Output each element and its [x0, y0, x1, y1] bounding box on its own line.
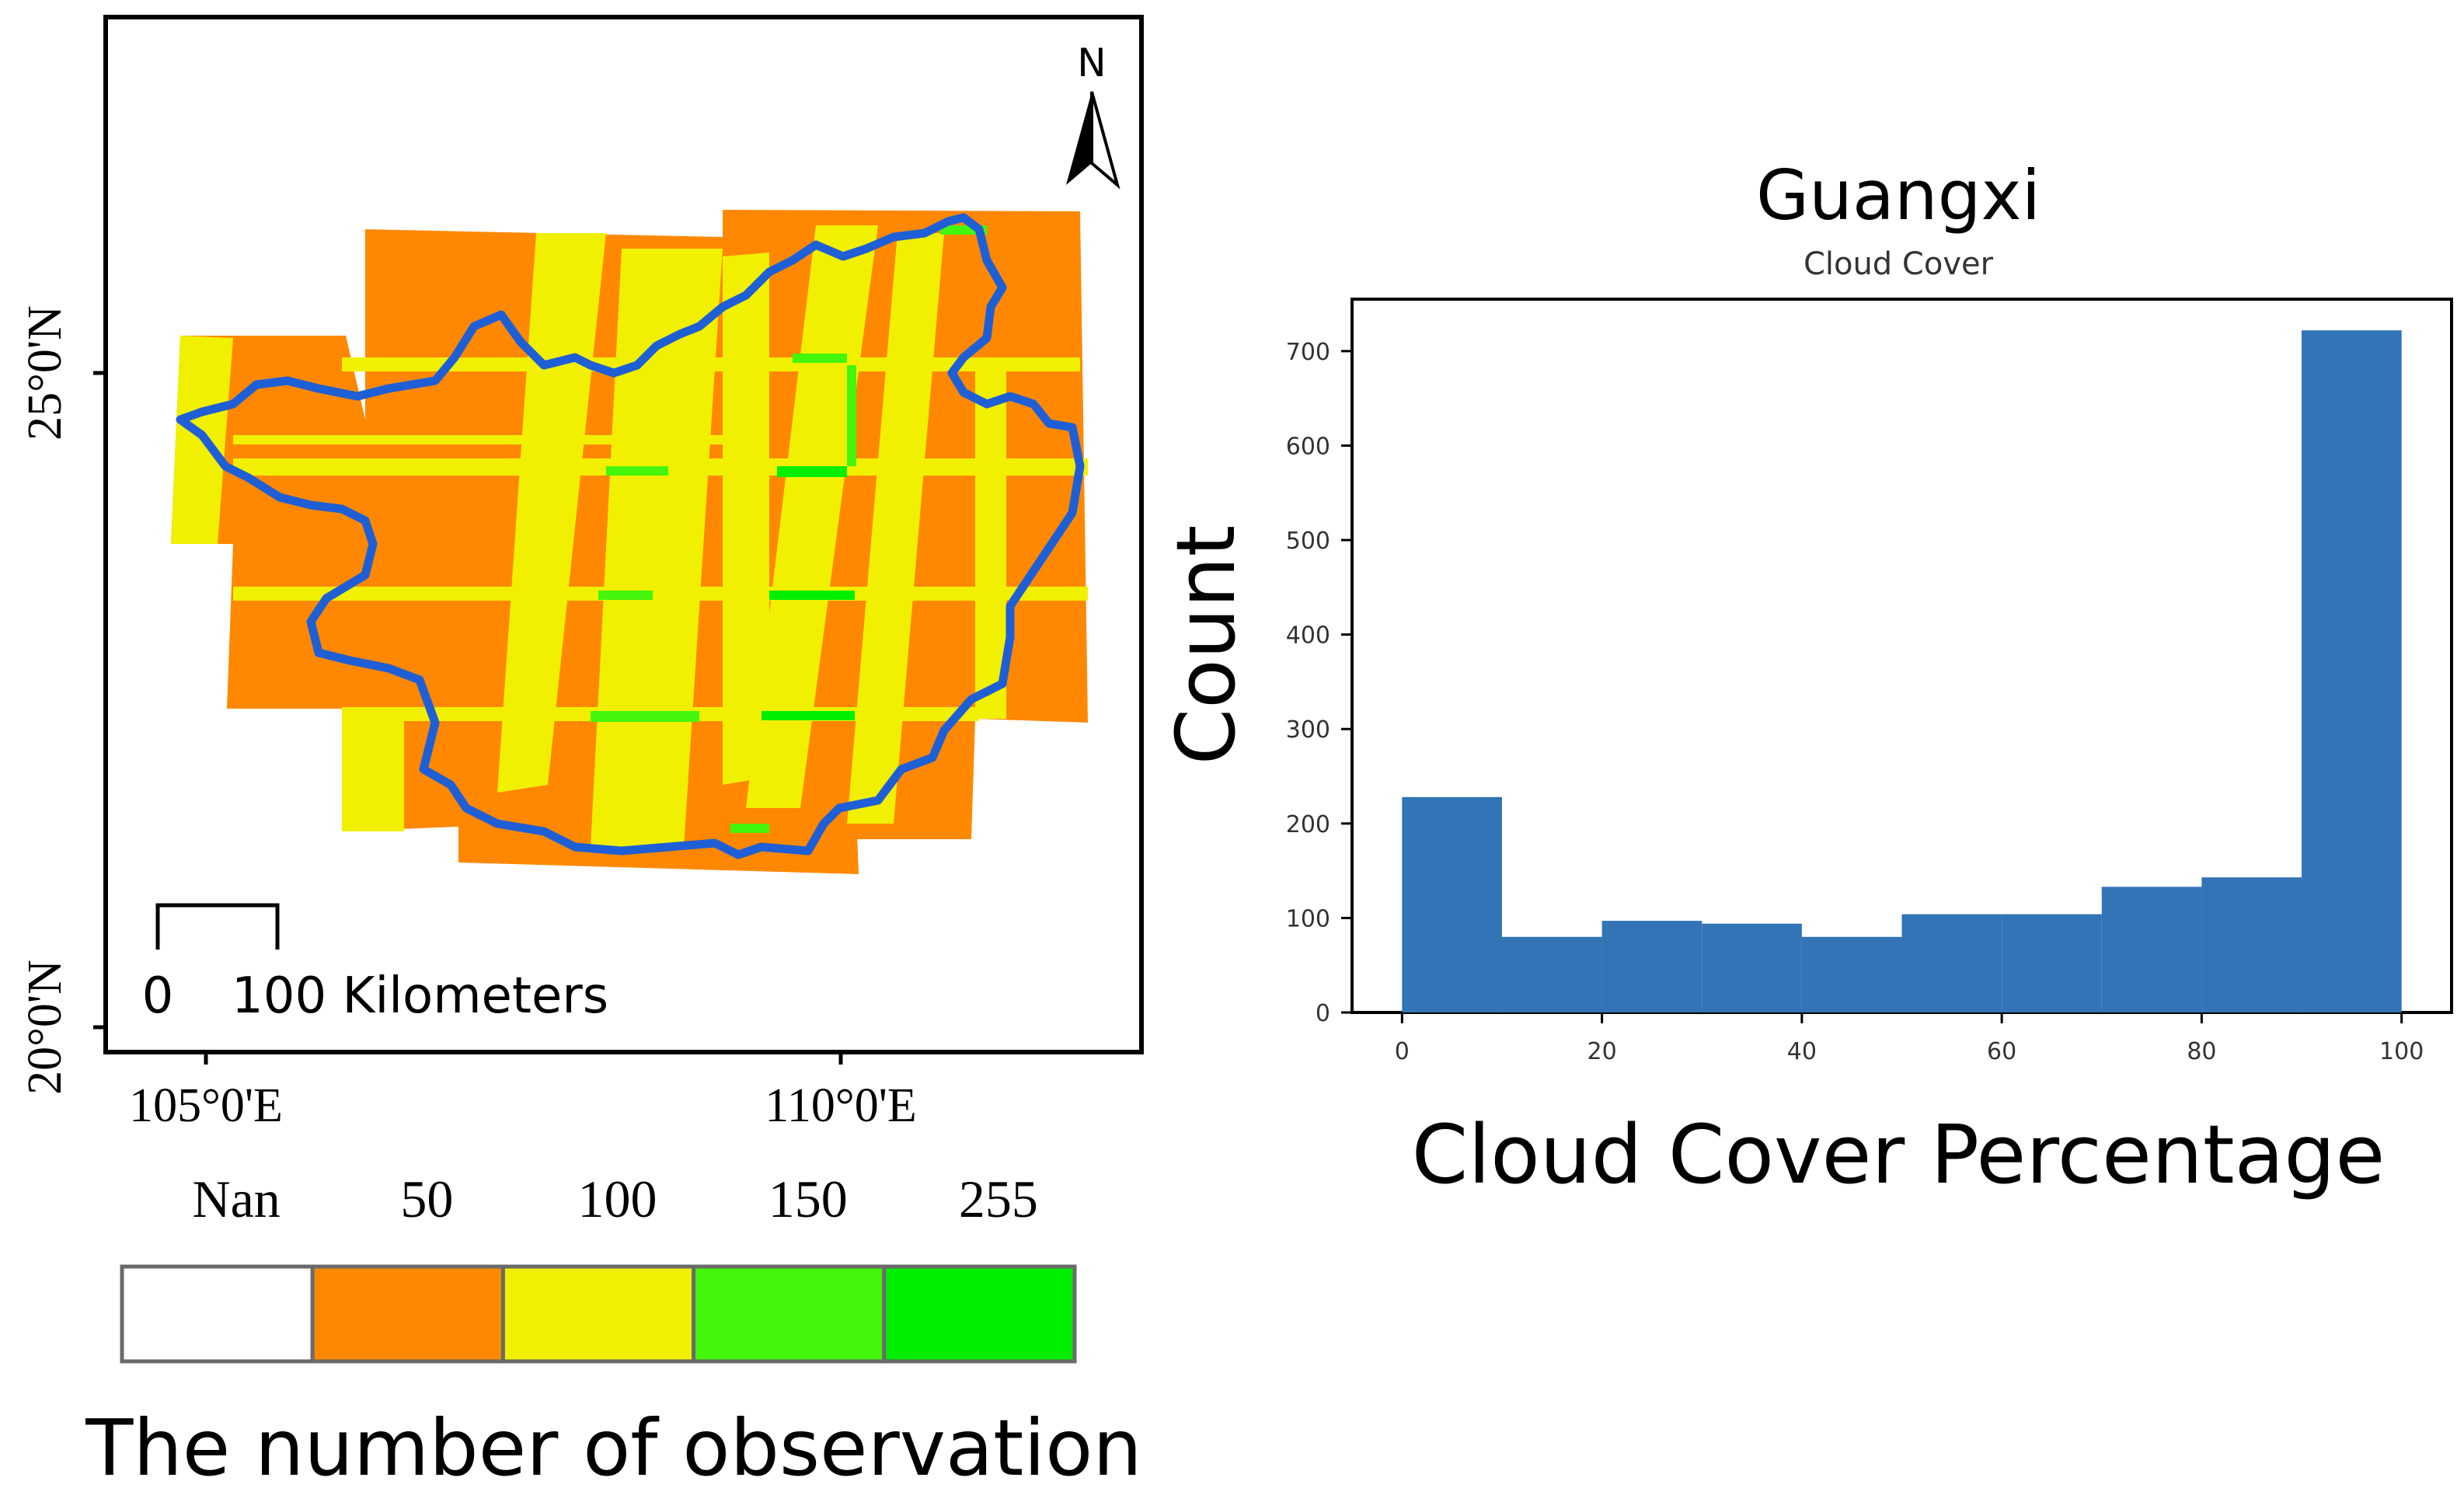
scale-bar-end: 100 Kilometers — [232, 967, 608, 1025]
histogram-bar — [1501, 936, 1602, 1012]
scale-bar-zero: 0 — [142, 967, 174, 1025]
legend-swatch-150 — [692, 1264, 887, 1364]
x-tick-label: 0 — [1395, 1038, 1410, 1065]
cloud-cover-histogram: Guangxi Cloud Cover 01002003004005006007… — [1159, 155, 2453, 1202]
histogram-bar — [1901, 914, 2002, 1012]
histogram-bar — [2101, 887, 2202, 1012]
histogram-bar — [1801, 936, 1902, 1012]
legend-swatch-100 — [500, 1264, 696, 1364]
legend-title: The number of observation — [85, 1403, 1141, 1493]
lon-label-110: 110°0'E — [765, 1079, 917, 1132]
legend-label-255: 255 — [959, 1169, 1038, 1228]
histogram-bar — [2201, 877, 2302, 1012]
histogram-bar — [1402, 796, 1502, 1012]
observation-legend: Nan 50 100 150 255 The number of observation — [85, 1169, 1141, 1493]
y-tick-label: 200 — [1286, 811, 1330, 838]
observation-map-panel: 25°0'N 20°0'N 105°0'E 110°0'E N 0 100 Ki… — [19, 15, 1144, 1132]
y-tick-label: 700 — [1286, 339, 1330, 366]
x-tick-label: 60 — [1987, 1038, 2016, 1065]
y-tick-label: 500 — [1286, 528, 1330, 555]
legend-swatch-nan — [120, 1264, 315, 1364]
y-tick-label: 0 — [1316, 1000, 1330, 1027]
x-tick-label: 80 — [2187, 1038, 2216, 1065]
guangxi-boundary — [176, 213, 1085, 859]
legend-swatch-50 — [310, 1264, 505, 1364]
x-tick-label: 100 — [2379, 1038, 2424, 1065]
histogram-bar — [1702, 923, 1802, 1012]
histogram-bar — [2002, 914, 2102, 1012]
lat-label-25: 25°0'N — [19, 305, 71, 441]
y-tick-label: 100 — [1286, 905, 1330, 932]
x-axis-label: Cloud Cover Percentage — [1412, 1107, 2386, 1202]
north-arrow-icon: N — [1066, 40, 1120, 190]
legend-label-100: 100 — [578, 1169, 657, 1228]
observation-raster — [171, 210, 1088, 874]
lon-label-105: 105°0'E — [129, 1079, 283, 1132]
legend-label-50: 50 — [400, 1169, 453, 1228]
y-tick-label: 300 — [1286, 716, 1330, 744]
north-label: N — [1077, 40, 1106, 85]
legend-label-150: 150 — [768, 1169, 848, 1228]
x-tick-label: 20 — [1587, 1038, 1616, 1065]
scale-bar: 0 100 Kilometers — [142, 903, 608, 1025]
y-tick-label: 400 — [1286, 622, 1330, 650]
histogram-bar — [1601, 921, 1702, 1012]
x-tick-label: 40 — [1787, 1038, 1817, 1065]
lat-label-20: 20°0'N — [19, 960, 71, 1095]
legend-label-nan: Nan — [192, 1169, 280, 1228]
y-axis-label: Count — [1159, 525, 1253, 765]
chart-title: Guangxi — [1756, 155, 2041, 235]
chart-subtitle: Cloud Cover — [1804, 246, 1994, 282]
y-tick-label: 600 — [1286, 433, 1330, 460]
histogram-bar — [2302, 330, 2402, 1012]
legend-swatch-255 — [882, 1264, 1077, 1364]
